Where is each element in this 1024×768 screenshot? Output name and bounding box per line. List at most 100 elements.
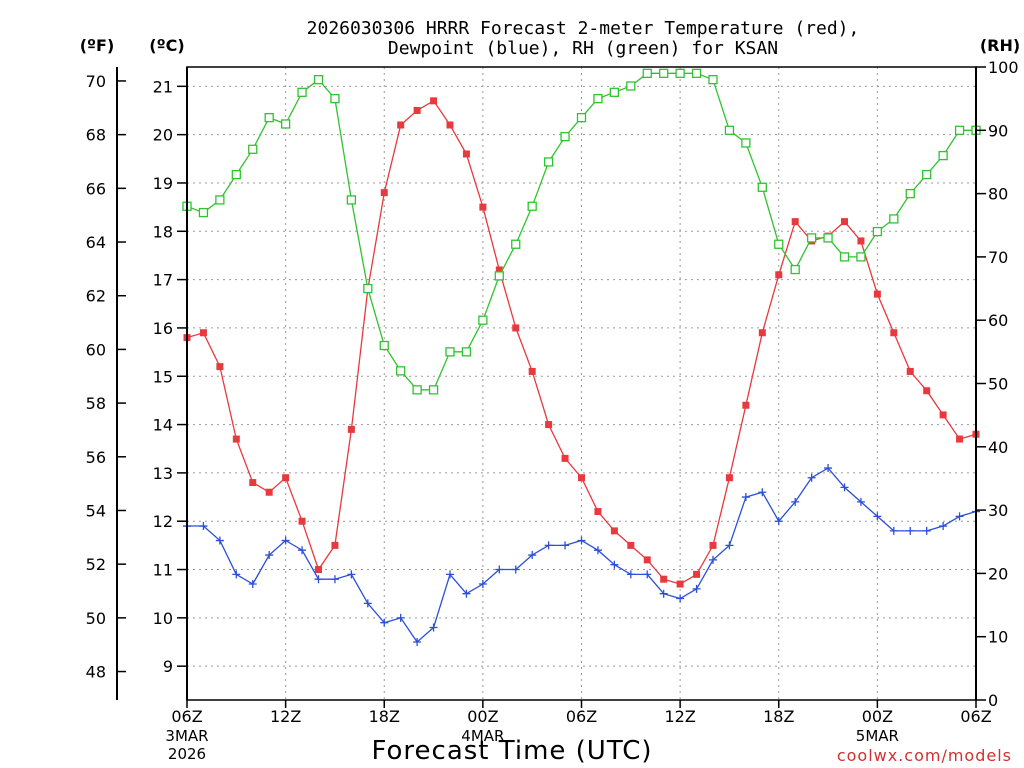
- rh-point: [922, 169, 932, 180]
- dewpoint-point: [955, 512, 964, 521]
- rh-point: [198, 207, 209, 218]
- rh-point: [511, 239, 521, 249]
- dewpoint-point: [577, 536, 586, 545]
- rh-point: [494, 271, 504, 281]
- x-tick-label: 12Z: [270, 707, 301, 726]
- rh-unit-label: (RH): [980, 36, 1020, 55]
- celsius-tick-label: 10: [153, 609, 173, 628]
- rh-point: [428, 385, 439, 395]
- temperature-point: [775, 271, 783, 279]
- dewpoint-point: [807, 473, 816, 482]
- dewpoint-point: [856, 497, 865, 506]
- dewpoint-point: [610, 560, 619, 569]
- rh-tick-label: 30: [988, 501, 1008, 520]
- dewpoint-point: [281, 536, 290, 545]
- dewpoint-point: [725, 541, 734, 550]
- rh-point: [757, 182, 767, 192]
- rh-point: [593, 94, 603, 104]
- x-tick-label: 18Z: [369, 707, 400, 726]
- temperature-point: [857, 237, 865, 245]
- temperature-point: [545, 421, 553, 429]
- fahrenheit-unit-label: (ºF): [80, 36, 115, 55]
- rh-point: [659, 68, 669, 78]
- celsius-tick-label: 11: [153, 561, 173, 580]
- dewpoint-point: [939, 522, 948, 531]
- temperature-point: [430, 97, 438, 105]
- rh-point: [313, 75, 324, 85]
- rh-tick-label: 50: [988, 375, 1008, 394]
- dewpoint-point: [659, 589, 668, 598]
- temperature-point: [939, 411, 947, 419]
- dewpoint-point: [380, 618, 389, 627]
- temperature-point: [265, 488, 273, 496]
- rh-point: [708, 75, 718, 85]
- dewpoint-point: [347, 570, 356, 579]
- axes: 9 10 11 12 13 14 15 16 17 18 19 20 21 48 50 52 54 56 58 60 6…: [86, 58, 1019, 710]
- temperature-point: [906, 367, 914, 375]
- temperature-point: [725, 474, 733, 482]
- dewpoint-point: [906, 526, 915, 535]
- x-tick-label: 12Z: [664, 707, 695, 726]
- rh-point: [872, 226, 883, 237]
- rh-point: [889, 214, 899, 224]
- rh-point: [856, 252, 866, 262]
- grid-lines: [186, 67, 977, 700]
- fahrenheit-tick-label: 66: [86, 179, 106, 198]
- credit-link[interactable]: coolwx.com/models: [837, 746, 1012, 765]
- celsius-tick-label: 9: [163, 657, 173, 676]
- rh-point: [576, 112, 587, 123]
- dewpoint-point: [626, 570, 635, 579]
- temperature-point: [380, 189, 388, 197]
- temperature-point: [249, 479, 257, 487]
- rh-point: [280, 119, 291, 129]
- temperature-point: [610, 527, 618, 535]
- dewpoint-point: [199, 522, 208, 531]
- celsius-tick-label: 20: [153, 126, 173, 145]
- fahrenheit-tick-label: 62: [86, 287, 106, 306]
- temperature-point: [282, 474, 290, 482]
- temperature-point: [956, 435, 964, 443]
- dewpoint-point: [741, 493, 750, 502]
- temperature-point: [479, 203, 487, 211]
- dewpoint-point: [709, 555, 717, 564]
- dewpoint-point: [758, 488, 767, 497]
- rh-tick-label: 20: [988, 564, 1008, 583]
- temperature-point: [446, 121, 454, 129]
- temperature-point: [298, 517, 306, 525]
- rh-point: [823, 233, 833, 243]
- celsius-tick-label: 13: [153, 464, 173, 483]
- dewpoint-point: [232, 570, 241, 579]
- celsius-unit-label: (ºC): [149, 36, 184, 55]
- rh-point: [363, 283, 373, 294]
- temperature-point: [216, 363, 224, 371]
- fahrenheit-tick-label: 60: [86, 340, 106, 359]
- date-label: 2026: [168, 745, 206, 763]
- chart-title-line-2: Dewpoint (blue), RH (green) for KSAN: [388, 38, 778, 59]
- dewpoint-point: [774, 517, 783, 526]
- dewpoint-point: [478, 580, 487, 589]
- fahrenheit-tick-label: 64: [86, 233, 106, 252]
- temperature-point: [890, 329, 898, 337]
- rh-point: [609, 87, 620, 97]
- rh-point: [330, 94, 340, 104]
- rh-point: [264, 112, 274, 123]
- temperature-point: [512, 324, 520, 332]
- rh-point: [396, 366, 406, 376]
- date-label: 3MAR: [165, 727, 208, 745]
- rh-point: [478, 315, 488, 325]
- dewpoint-point: [298, 546, 307, 555]
- date-label: 4MAR: [461, 727, 504, 745]
- dewpoint-point: [676, 594, 685, 603]
- temperature-point: [199, 329, 207, 337]
- temperature-point: [841, 218, 848, 226]
- rh-point: [774, 239, 784, 249]
- chart-title: 2026030306 HRRR Forecast 2-meter Tempera…: [307, 18, 860, 59]
- x-axis-title: Forecast Time (UTC): [371, 736, 652, 766]
- temperature-point: [413, 106, 421, 114]
- fahrenheit-tick-label: 58: [86, 394, 106, 413]
- celsius-tick-label: 21: [153, 77, 173, 96]
- plot-frame: [186, 66, 977, 701]
- dewpoint-point: [215, 536, 224, 545]
- temperature-point: [660, 575, 668, 583]
